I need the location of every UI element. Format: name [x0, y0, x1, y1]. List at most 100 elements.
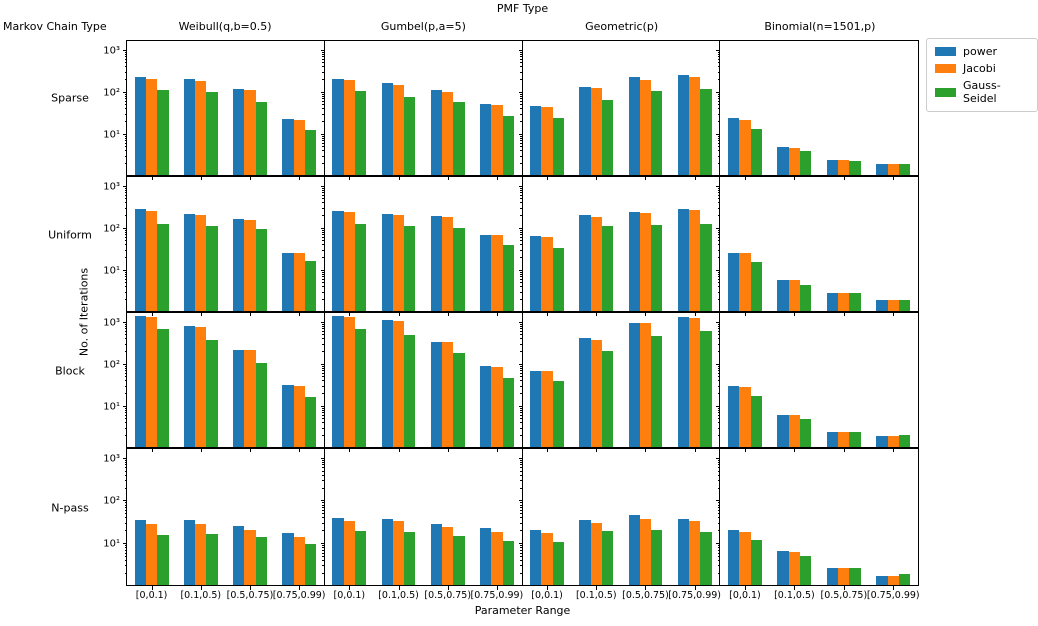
y-minor-tick [322, 62, 325, 64]
y-minor-tick [124, 291, 127, 293]
y-minor-tick [124, 427, 127, 429]
y-major-tick [716, 49, 721, 51]
bar-jacobi-0-75-0-99 [491, 235, 503, 311]
y-minor-tick [520, 343, 523, 345]
y-minor-tick [124, 240, 127, 242]
y-minor-tick [520, 367, 523, 369]
bar-gauss-seidel-0-5-0-75 [255, 536, 267, 585]
y-minor-tick [717, 412, 721, 414]
y-minor-tick [124, 279, 127, 281]
bar-gauss-seidel-0-0-1 [157, 90, 169, 175]
bar-jacobi-0-75-0-99 [887, 575, 899, 585]
bar-jacobi-0-0-1 [145, 524, 158, 585]
y-minor-tick [520, 373, 523, 375]
y-minor-tick [124, 412, 127, 414]
bar-jacobi-0-75-0-99 [689, 318, 701, 447]
y-minor-tick [124, 474, 127, 476]
y-minor-tick [717, 229, 721, 231]
bar-gauss-seidel-0-0-1 [157, 223, 169, 311]
y-major-tick [716, 543, 721, 545]
y-minor-tick [520, 530, 523, 532]
subplot-n-pass-binomial-n-1501-p: [0,0.1) [0.1,0.5) [0.5,0.75) [0.75,0.99) [716, 449, 920, 601]
x-tick [151, 176, 153, 180]
y-minor-tick [322, 56, 325, 58]
bar-power-0-1-0-5 [183, 519, 196, 585]
y-minor-tick [322, 192, 325, 194]
y-minor-tick [124, 415, 127, 417]
y-tick-label: 10³ [103, 453, 120, 465]
bar-jacobi-0-0-1 [145, 211, 158, 311]
x-tick [596, 312, 598, 316]
y-minor-tick [124, 504, 127, 506]
bar-power-0-5-0-75 [628, 211, 640, 311]
bar-jacobi-0-5-0-75 [244, 529, 256, 585]
bar-gauss-seidel-0-75-0-99 [502, 540, 514, 585]
y-minor-tick [322, 331, 325, 333]
y-minor-tick [322, 376, 325, 378]
y-major-tick [716, 133, 721, 135]
bar-power-0-75-0-99 [282, 384, 294, 447]
bar-jacobi-0-0-1 [343, 80, 355, 175]
x-tick-label: [0.75,0.99) [470, 590, 524, 601]
y-minor-tick [520, 435, 523, 437]
y-minor-tick [322, 257, 325, 259]
y-minor-tick [520, 104, 523, 106]
bar-jacobi-0-75-0-99 [887, 300, 899, 311]
y-minor-tick [717, 215, 721, 217]
y-minor-tick [322, 59, 325, 61]
y-minor-tick [322, 101, 325, 103]
bar-power-0-75-0-99 [479, 527, 492, 585]
y-minor-tick [124, 135, 127, 137]
y-major-tick [123, 133, 127, 135]
bar-gauss-seidel-0-1-0-5 [206, 534, 218, 585]
bar-gauss-seidel-0-1-0-5 [800, 151, 812, 175]
bar-gauss-seidel-0-0-1 [750, 539, 762, 585]
y-minor-tick [520, 464, 523, 466]
x-tick [794, 448, 796, 452]
y-minor-tick [124, 137, 127, 139]
y-minor-tick [717, 187, 721, 189]
y-minor-tick [520, 407, 523, 409]
y-minor-tick [717, 422, 721, 424]
y-minor-tick [124, 207, 127, 209]
y-minor-tick [322, 187, 325, 189]
bar-power-0-1-0-5 [381, 320, 393, 447]
y-minor-tick [717, 502, 721, 504]
y-minor-tick [124, 257, 127, 259]
x-tick-label: [0.75,0.99) [668, 590, 722, 601]
y-minor-tick [322, 98, 325, 100]
x-tick [694, 176, 696, 180]
subplot-sparse-binomial-n-1501-p [716, 41, 918, 180]
y-major-tick [716, 363, 721, 365]
y-minor-tick [520, 271, 523, 273]
bar-jacobi-0-0-1 [541, 236, 553, 311]
y-minor-tick [322, 198, 325, 200]
bar-gauss-seidel-0-0-1 [157, 535, 169, 585]
bar-gauss-seidel-0-75-0-99 [898, 300, 911, 311]
x-tick [744, 176, 746, 180]
y-minor-tick [520, 459, 523, 461]
x-tick [200, 176, 202, 180]
legend-label: power [963, 45, 997, 58]
bar-jacobi-0-75-0-99 [491, 105, 503, 175]
x-tick [596, 448, 598, 452]
bar-gauss-seidel-0-0-1 [157, 328, 169, 447]
bar-power-0-1-0-5 [381, 214, 393, 311]
y-minor-tick [520, 279, 523, 281]
y-minor-tick [322, 467, 325, 469]
x-tick [893, 448, 895, 452]
bar-gauss-seidel-0-5-0-75 [651, 224, 663, 311]
y-minor-tick [520, 513, 523, 515]
y-minor-tick [520, 376, 523, 378]
y-minor-tick [717, 237, 721, 239]
y-minor-tick [520, 207, 523, 209]
bar-power-0-5-0-75 [826, 160, 839, 175]
x-tick-label: [0,0.1) [135, 590, 168, 601]
y-minor-tick [322, 565, 325, 567]
bar-jacobi-0-1-0-5 [788, 280, 801, 311]
bar-power-0-1-0-5 [777, 147, 789, 175]
bar-power-0-5-0-75 [233, 219, 245, 311]
y-minor-tick [520, 113, 523, 115]
bar-gauss-seidel-0-75-0-99 [304, 544, 317, 585]
y-minor-tick [322, 380, 325, 382]
